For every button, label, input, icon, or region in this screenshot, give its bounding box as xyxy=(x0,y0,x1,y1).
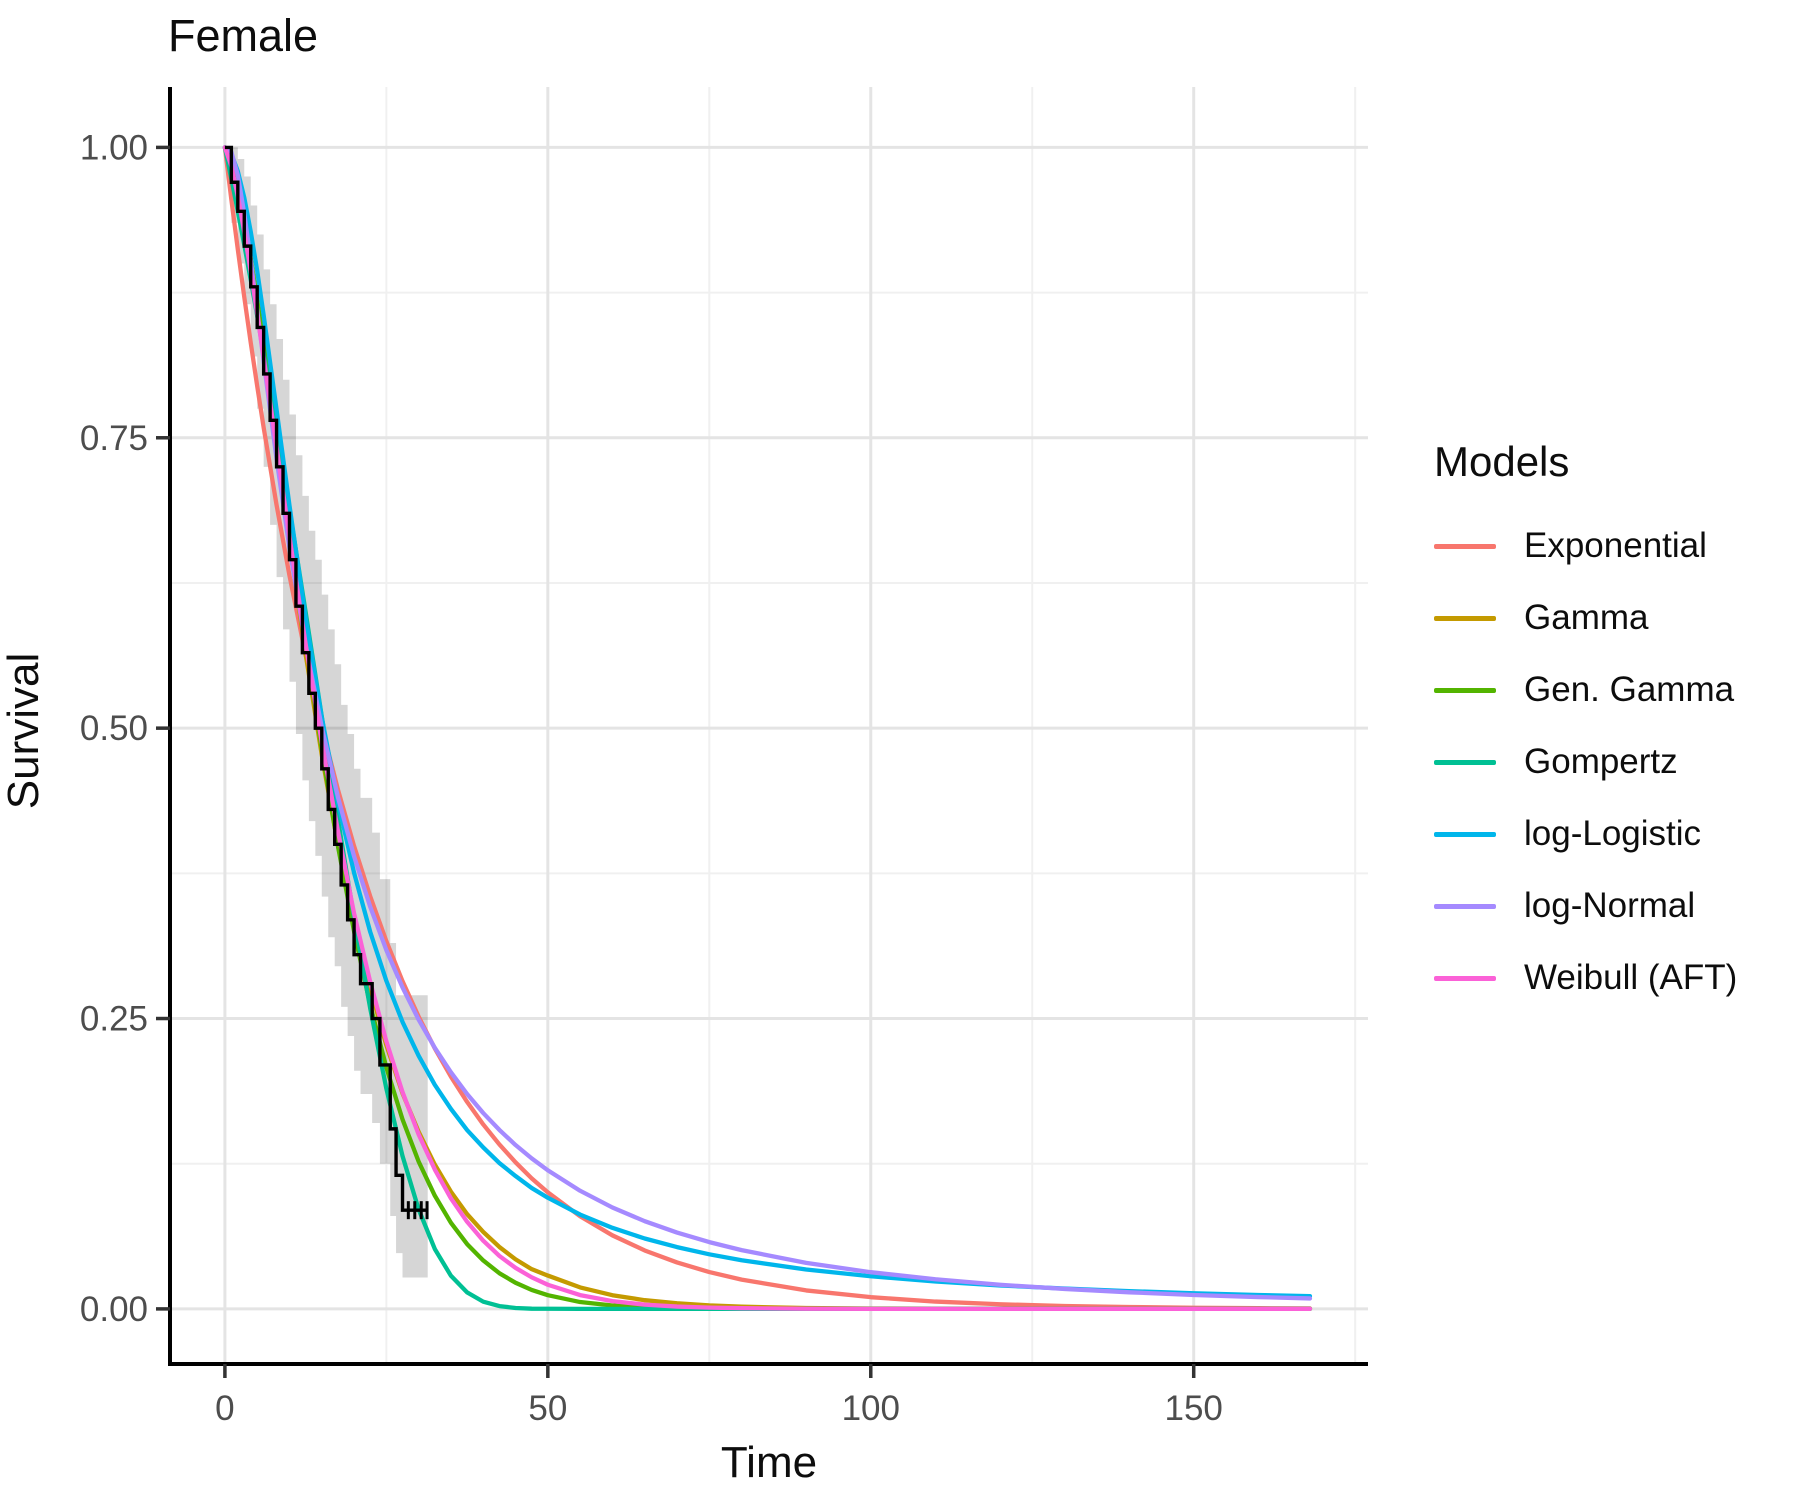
x-tick-label: 100 xyxy=(842,1389,900,1428)
legend-item-label: log-Normal xyxy=(1524,886,1696,925)
legend-item-label: log-Logistic xyxy=(1524,814,1702,853)
model-curve-log-logistic xyxy=(222,145,1313,1299)
x-tick-label: 150 xyxy=(1165,1389,1223,1428)
legend-item: Gompertz xyxy=(1434,726,1737,798)
legend-items: Exponential Gamma Gen. Gamma Gompertz lo… xyxy=(1434,510,1737,1014)
legend-line-swatch xyxy=(1434,975,1496,981)
legend-item: Exponential xyxy=(1434,510,1737,582)
legend-line-swatch xyxy=(1434,759,1496,765)
legend-item: Weibull (AFT) xyxy=(1434,942,1737,1014)
legend-item: Gen. Gamma xyxy=(1434,654,1737,726)
y-tick-label: 0.25 xyxy=(80,1000,148,1039)
y-tick-label: 0.50 xyxy=(80,709,148,748)
model-curve-exponential xyxy=(222,145,1313,1311)
legend: Models Exponential Gamma Gen. Gamma Gomp… xyxy=(1434,438,1737,1014)
y-axis-title: Survival xyxy=(0,652,48,810)
y-tick-label: 1.00 xyxy=(80,128,148,167)
legend-line-swatch xyxy=(1434,831,1496,837)
legend-title: Models xyxy=(1434,438,1570,485)
y-tick-label: 0.00 xyxy=(80,1290,148,1329)
x-tick-label: 50 xyxy=(528,1389,567,1428)
legend-item: log-Normal xyxy=(1434,870,1737,942)
legend-line-swatch xyxy=(1434,903,1496,909)
legend-item-label: Gamma xyxy=(1524,598,1649,637)
km-curve xyxy=(224,145,428,1212)
x-tick-label: 0 xyxy=(215,1389,234,1428)
x-axis-title: Time xyxy=(720,1438,818,1487)
y-tick-label: 0.75 xyxy=(80,419,148,458)
legend-item-label: Gen. Gamma xyxy=(1524,670,1735,709)
legend-line-swatch xyxy=(1434,687,1496,693)
legend-line-swatch xyxy=(1434,543,1496,549)
legend-line-swatch xyxy=(1434,615,1496,621)
legend-item-label: Exponential xyxy=(1524,526,1707,565)
legend-item: Gamma xyxy=(1434,582,1737,654)
legend-item: log-Logistic xyxy=(1434,798,1737,870)
legend-item-label: Weibull (AFT) xyxy=(1524,958,1738,997)
legend-item-label: Gompertz xyxy=(1524,742,1678,781)
plot-title: Female xyxy=(168,10,319,61)
